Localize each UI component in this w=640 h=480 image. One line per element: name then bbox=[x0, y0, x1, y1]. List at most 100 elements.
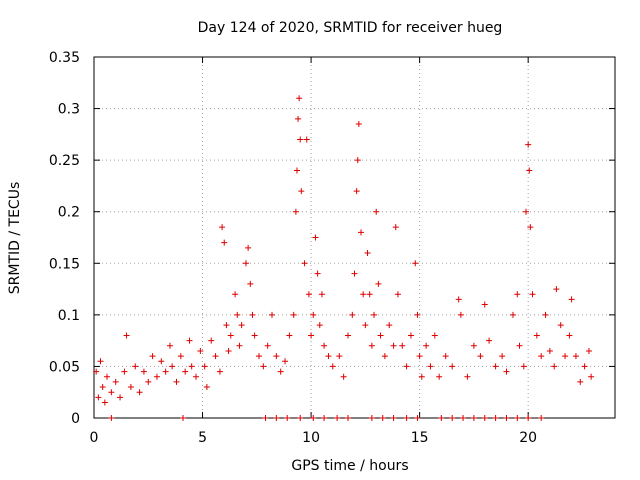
data-point bbox=[386, 322, 393, 329]
data-point bbox=[362, 322, 369, 329]
data-point bbox=[117, 394, 124, 401]
data-point bbox=[358, 229, 365, 236]
data-point bbox=[282, 358, 289, 365]
y-tick-label: 0.3 bbox=[58, 102, 80, 118]
data-point bbox=[526, 167, 533, 174]
data-point bbox=[399, 342, 406, 349]
data-point bbox=[449, 363, 456, 370]
data-point bbox=[481, 301, 488, 308]
data-point bbox=[407, 332, 414, 339]
data-point bbox=[522, 208, 529, 215]
data-point bbox=[542, 311, 549, 318]
data-point bbox=[303, 136, 310, 143]
data-point bbox=[121, 368, 128, 375]
data-point bbox=[221, 239, 228, 246]
data-point bbox=[371, 311, 378, 318]
data-point bbox=[344, 415, 351, 421]
data-point bbox=[392, 224, 399, 231]
data-point bbox=[368, 342, 375, 349]
data-point bbox=[140, 368, 147, 375]
data-point bbox=[216, 368, 223, 375]
data-point bbox=[273, 353, 280, 360]
data-point bbox=[162, 368, 169, 375]
data-point bbox=[557, 322, 564, 329]
y-tick-label: 0.1 bbox=[58, 308, 80, 324]
data-point bbox=[262, 415, 269, 421]
y-axis-label: SRMTID / TECUs bbox=[7, 182, 23, 295]
data-point bbox=[234, 311, 241, 318]
data-point bbox=[486, 337, 493, 344]
data-point bbox=[503, 368, 510, 375]
data-point bbox=[403, 363, 410, 370]
data-point bbox=[492, 415, 499, 421]
y-tick-label: 0.2 bbox=[58, 205, 80, 221]
data-point bbox=[99, 384, 106, 391]
data-point bbox=[553, 286, 560, 293]
data-point bbox=[354, 157, 361, 164]
data-point bbox=[108, 415, 115, 421]
chart-title: Day 124 of 2020, SRMTID for receiver hue… bbox=[198, 20, 503, 36]
data-point bbox=[242, 260, 249, 267]
data-point bbox=[377, 332, 384, 339]
data-point bbox=[314, 270, 321, 277]
data-point bbox=[173, 378, 180, 385]
data-point bbox=[101, 399, 108, 406]
data-point bbox=[379, 415, 386, 421]
data-point bbox=[249, 311, 256, 318]
data-point bbox=[438, 415, 445, 421]
data-point bbox=[520, 363, 527, 370]
plot-frame bbox=[93, 56, 616, 419]
y-tick-label: 0.05 bbox=[49, 359, 80, 375]
data-point bbox=[585, 347, 592, 354]
data-point bbox=[297, 136, 304, 143]
data-point bbox=[310, 311, 317, 318]
data-point bbox=[245, 244, 252, 251]
data-point bbox=[533, 332, 540, 339]
data-point bbox=[308, 332, 315, 339]
data-point bbox=[403, 415, 410, 421]
data-point bbox=[538, 353, 545, 360]
data-point bbox=[104, 373, 111, 380]
data-point bbox=[186, 337, 193, 344]
data-point bbox=[566, 332, 573, 339]
data-point bbox=[227, 332, 234, 339]
y-tick-label: 0 bbox=[71, 411, 80, 427]
x-tick-label: 15 bbox=[411, 430, 429, 446]
data-point bbox=[264, 342, 271, 349]
data-point bbox=[180, 415, 187, 421]
data-point bbox=[203, 384, 210, 391]
data-point bbox=[177, 353, 184, 360]
data-point bbox=[464, 373, 471, 380]
x-tick-label: 5 bbox=[198, 430, 207, 446]
data-point bbox=[169, 363, 176, 370]
data-point bbox=[255, 353, 262, 360]
data-point bbox=[368, 415, 375, 421]
data-point bbox=[145, 378, 152, 385]
x-axis-label: GPS time / hours bbox=[291, 458, 408, 474]
data-point bbox=[286, 332, 293, 339]
data-point bbox=[108, 389, 115, 396]
data-point bbox=[316, 322, 323, 329]
y-tick-label: 0.15 bbox=[49, 256, 80, 272]
data-point bbox=[525, 141, 532, 148]
x-tick-label: 10 bbox=[302, 430, 320, 446]
data-point bbox=[375, 280, 382, 287]
data-point bbox=[481, 415, 488, 421]
data-point bbox=[197, 347, 204, 354]
data-point bbox=[251, 332, 258, 339]
data-point bbox=[427, 363, 434, 370]
data-point bbox=[238, 322, 245, 329]
data-point bbox=[318, 291, 325, 298]
data-point bbox=[577, 378, 584, 385]
data-point bbox=[305, 291, 312, 298]
data-point bbox=[321, 415, 328, 421]
data-point bbox=[529, 291, 536, 298]
data-point bbox=[153, 373, 160, 380]
data-point bbox=[325, 353, 332, 360]
data-point bbox=[123, 332, 130, 339]
data-point bbox=[182, 368, 189, 375]
data-point bbox=[364, 249, 371, 256]
data-point bbox=[296, 95, 303, 102]
